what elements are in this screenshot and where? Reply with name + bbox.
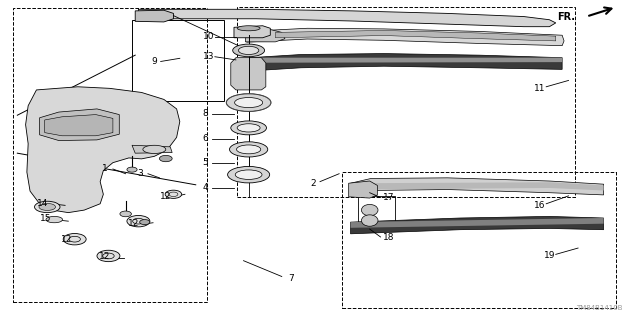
Bar xyxy=(13,8,207,302)
Ellipse shape xyxy=(228,167,269,183)
Text: 12: 12 xyxy=(99,252,110,261)
Polygon shape xyxy=(138,9,556,27)
Text: 19: 19 xyxy=(543,251,555,260)
Bar xyxy=(358,196,395,226)
Ellipse shape xyxy=(233,44,264,57)
Ellipse shape xyxy=(39,204,56,211)
Polygon shape xyxy=(246,29,285,42)
Ellipse shape xyxy=(239,46,259,55)
Circle shape xyxy=(97,250,120,262)
Text: 14: 14 xyxy=(37,199,49,208)
Ellipse shape xyxy=(230,142,268,157)
Text: 13: 13 xyxy=(203,52,214,61)
Text: 7: 7 xyxy=(289,274,294,283)
Ellipse shape xyxy=(235,98,262,108)
Text: 8: 8 xyxy=(202,109,208,118)
Text: 1: 1 xyxy=(102,164,108,173)
Polygon shape xyxy=(250,58,562,63)
Text: 5: 5 xyxy=(202,158,208,167)
Polygon shape xyxy=(231,58,266,90)
Ellipse shape xyxy=(237,124,260,132)
Circle shape xyxy=(159,155,172,162)
Ellipse shape xyxy=(227,94,271,111)
Bar xyxy=(342,172,616,308)
Circle shape xyxy=(127,215,150,227)
Polygon shape xyxy=(250,54,562,71)
Bar xyxy=(132,20,225,101)
Text: 6: 6 xyxy=(202,134,208,144)
Ellipse shape xyxy=(362,204,378,216)
Text: 12: 12 xyxy=(127,219,139,228)
Text: 15: 15 xyxy=(40,214,51,223)
Ellipse shape xyxy=(46,216,63,223)
Ellipse shape xyxy=(237,26,260,31)
Polygon shape xyxy=(40,109,119,141)
Polygon shape xyxy=(234,26,270,38)
Polygon shape xyxy=(45,115,113,136)
Text: 3: 3 xyxy=(138,169,143,178)
Text: FR.: FR. xyxy=(557,11,575,22)
Ellipse shape xyxy=(143,145,166,153)
Polygon shape xyxy=(135,10,173,22)
Text: 17: 17 xyxy=(383,193,395,202)
Text: 12: 12 xyxy=(159,192,171,201)
Text: 4: 4 xyxy=(202,183,208,192)
Text: TM84B1410B: TM84B1410B xyxy=(576,305,623,311)
Polygon shape xyxy=(362,182,604,190)
Bar xyxy=(237,7,575,197)
Ellipse shape xyxy=(231,121,266,135)
Text: 2: 2 xyxy=(311,179,316,188)
Polygon shape xyxy=(349,181,378,198)
Ellipse shape xyxy=(35,201,60,213)
Polygon shape xyxy=(26,87,180,213)
Circle shape xyxy=(165,190,182,198)
Text: 12: 12 xyxy=(61,235,72,244)
Text: 10: 10 xyxy=(203,32,214,41)
Polygon shape xyxy=(246,28,564,46)
Polygon shape xyxy=(275,31,556,41)
Ellipse shape xyxy=(362,215,378,226)
Circle shape xyxy=(120,211,131,217)
Circle shape xyxy=(140,219,150,225)
Circle shape xyxy=(63,234,86,245)
Text: 18: 18 xyxy=(383,234,395,242)
Circle shape xyxy=(127,167,137,172)
Text: 9: 9 xyxy=(152,57,157,66)
Polygon shape xyxy=(351,178,604,195)
Polygon shape xyxy=(351,216,604,234)
Text: 11: 11 xyxy=(534,84,545,93)
Ellipse shape xyxy=(237,145,260,154)
Polygon shape xyxy=(351,218,604,228)
Polygon shape xyxy=(132,145,172,153)
Ellipse shape xyxy=(236,170,262,179)
Text: 16: 16 xyxy=(534,201,545,210)
